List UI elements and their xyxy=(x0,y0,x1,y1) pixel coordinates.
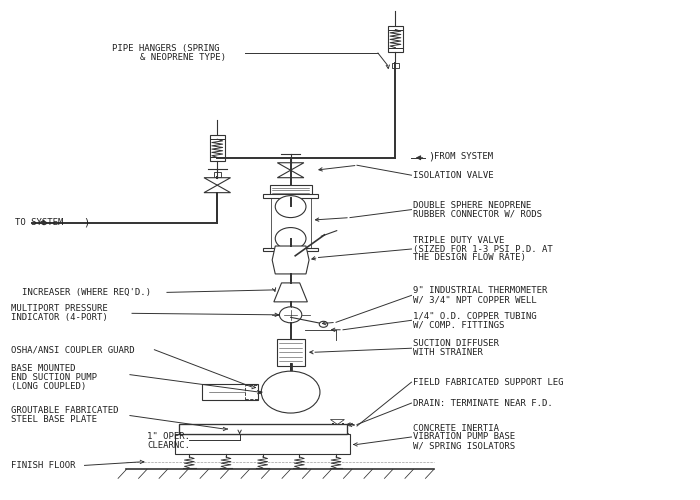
Text: STEEL BASE PLATE: STEEL BASE PLATE xyxy=(11,415,97,424)
Text: TO SYSTEM: TO SYSTEM xyxy=(15,218,63,227)
Text: GROUTABLE FABRICATED: GROUTABLE FABRICATED xyxy=(11,406,119,415)
Text: SUCTION DIFFUSER: SUCTION DIFFUSER xyxy=(413,339,499,348)
Text: ): ) xyxy=(428,152,435,162)
Polygon shape xyxy=(277,162,304,170)
Text: W/ COMP. FITTINGS: W/ COMP. FITTINGS xyxy=(413,320,504,330)
Polygon shape xyxy=(272,246,309,274)
Text: W/ SPRING ISOLATORS: W/ SPRING ISOLATORS xyxy=(413,442,515,450)
Text: CLEARNC.: CLEARNC. xyxy=(148,441,190,450)
Bar xyxy=(276,338,304,366)
Circle shape xyxy=(261,371,320,413)
Bar xyxy=(270,185,312,195)
Text: FROM SYSTEM: FROM SYSTEM xyxy=(434,152,493,162)
Circle shape xyxy=(319,322,328,328)
Polygon shape xyxy=(277,170,304,177)
Text: VIBRATION PUMP BASE: VIBRATION PUMP BASE xyxy=(413,432,515,442)
Text: INDICATOR (4-PORT): INDICATOR (4-PORT) xyxy=(11,314,108,322)
Text: CONCRETE INERTIA: CONCRETE INERTIA xyxy=(413,424,499,432)
Text: W/ 3/4" NPT COPPER WELL: W/ 3/4" NPT COPPER WELL xyxy=(413,296,536,304)
Text: OSHA/ANSI COUPLER GUARD: OSHA/ANSI COUPLER GUARD xyxy=(11,345,135,354)
Text: ): ) xyxy=(83,218,90,228)
Text: PIPE HANGERS (SPRING: PIPE HANGERS (SPRING xyxy=(113,44,220,52)
Bar xyxy=(392,62,399,68)
Text: (LONG COUPLED): (LONG COUPLED) xyxy=(11,382,86,391)
Text: (SIZED FOR 1-3 PSI P.D. AT: (SIZED FOR 1-3 PSI P.D. AT xyxy=(413,244,552,254)
Polygon shape xyxy=(330,420,344,424)
Circle shape xyxy=(279,307,302,323)
Text: INCREASER (WHERE REQ'D.): INCREASER (WHERE REQ'D.) xyxy=(22,288,150,297)
Text: WITH STRAINER: WITH STRAINER xyxy=(413,348,483,357)
Polygon shape xyxy=(330,424,344,430)
Polygon shape xyxy=(274,283,307,302)
Bar xyxy=(388,26,403,52)
Text: 1" OPER.: 1" OPER. xyxy=(148,432,190,441)
Polygon shape xyxy=(204,178,230,185)
Bar xyxy=(245,385,258,399)
Text: ISOLATION VALVE: ISOLATION VALVE xyxy=(413,170,494,179)
Text: THE DESIGN FLOW RATE): THE DESIGN FLOW RATE) xyxy=(413,254,526,262)
Text: 9" INDUSTRIAL THERMOMETER: 9" INDUSTRIAL THERMOMETER xyxy=(413,286,547,296)
Text: RUBBER CONNECTOR W/ RODS: RUBBER CONNECTOR W/ RODS xyxy=(413,210,542,218)
Bar xyxy=(209,136,225,161)
Text: MULTIPORT PRESSURE: MULTIPORT PRESSURE xyxy=(11,304,108,314)
Circle shape xyxy=(275,196,306,218)
Text: TRIPLE DUTY VALVE: TRIPLE DUTY VALVE xyxy=(413,236,504,244)
Circle shape xyxy=(275,228,306,250)
Text: DOUBLE SPHERE NEOPRENE: DOUBLE SPHERE NEOPRENE xyxy=(413,200,531,209)
Bar xyxy=(175,434,350,454)
Text: BASE MOUNTED: BASE MOUNTED xyxy=(11,364,76,373)
Text: 1/4" O.D. COPPER TUBING: 1/4" O.D. COPPER TUBING xyxy=(413,312,536,320)
Bar xyxy=(263,248,318,252)
Text: DRAIN: TERMINATE NEAR F.D.: DRAIN: TERMINATE NEAR F.D. xyxy=(413,398,552,407)
Text: FINISH FLOOR: FINISH FLOOR xyxy=(11,461,76,470)
Bar xyxy=(263,194,318,198)
Bar xyxy=(178,424,346,434)
Text: FIELD FABRICATED SUPPORT LEG: FIELD FABRICATED SUPPORT LEG xyxy=(413,378,564,386)
Polygon shape xyxy=(204,185,230,192)
Text: END SUCTION PUMP: END SUCTION PUMP xyxy=(11,373,97,382)
Bar xyxy=(202,384,258,400)
Text: & NEOPRENE TYPE): & NEOPRENE TYPE) xyxy=(141,52,226,62)
Bar xyxy=(214,172,220,177)
